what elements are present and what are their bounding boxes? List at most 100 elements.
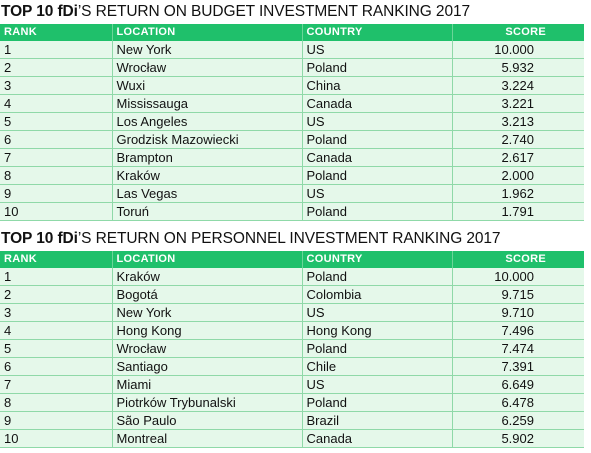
cell-rank: 10 — [0, 429, 112, 448]
header-score: SCORE — [451, 251, 584, 268]
cell-rank: 9 — [0, 411, 112, 430]
cell-rank: 10 — [0, 202, 112, 221]
cell-rank: 6 — [0, 130, 112, 149]
cell-location: Santiago — [111, 357, 302, 376]
table-row: 8 Kraków Poland 2.000 — [0, 166, 584, 185]
cell-location: Wrocław — [111, 339, 302, 358]
cell-location: Bogotá — [111, 285, 302, 304]
table-row: 6 Grodzisk Mazowiecki Poland 2.740 — [0, 130, 584, 149]
cell-country: Poland — [301, 166, 452, 185]
cell-rank: 7 — [0, 375, 112, 394]
table-header-row: RANK LOCATION COUNTRY SCORE — [0, 24, 584, 41]
table-row: 2 Wrocław Poland 5.932 — [0, 58, 584, 77]
cell-country: Hong Kong — [301, 321, 452, 340]
cell-location: Wuxi — [111, 76, 302, 95]
cell-country: Poland — [301, 130, 452, 149]
cell-location: Los Angeles — [111, 112, 302, 131]
cell-score: 2.000 — [451, 166, 584, 185]
cell-country: Canada — [301, 94, 452, 113]
cell-country: US — [301, 303, 452, 322]
table-row: 5 Wrocław Poland 7.474 — [0, 339, 584, 358]
cell-location: Hong Kong — [111, 321, 302, 340]
header-country: COUNTRY — [301, 251, 452, 268]
table-row: 7 Miami US 6.649 — [0, 375, 584, 394]
cell-rank: 6 — [0, 357, 112, 376]
table-row: 5 Los Angeles US 3.213 — [0, 112, 584, 131]
header-location: LOCATION — [111, 24, 302, 41]
cell-country: US — [301, 41, 452, 59]
table-row: 8 Piotrków Trybunalski Poland 6.478 — [0, 393, 584, 412]
cell-score: 2.617 — [451, 148, 584, 167]
personnel-ranking-table: RANK LOCATION COUNTRY SCORE 1 Kraków Polan… — [0, 251, 584, 448]
header-score: SCORE — [451, 24, 584, 41]
cell-location: Las Vegas — [111, 184, 302, 203]
cell-rank: 2 — [0, 285, 112, 304]
cell-rank: 8 — [0, 166, 112, 185]
cell-rank: 4 — [0, 321, 112, 340]
cell-score: 6.259 — [451, 411, 584, 430]
cell-score: 5.932 — [451, 58, 584, 77]
cell-score: 7.391 — [451, 357, 584, 376]
cell-location: Montreal — [111, 429, 302, 448]
cell-score: 6.649 — [451, 375, 584, 394]
cell-score: 10.000 — [451, 268, 584, 286]
cell-country: Colombia — [301, 285, 452, 304]
table-row: 9 São Paulo Brazil 6.259 — [0, 411, 584, 430]
cell-rank: 9 — [0, 184, 112, 203]
cell-country: Poland — [301, 58, 452, 77]
cell-rank: 4 — [0, 94, 112, 113]
cell-score: 9.710 — [451, 303, 584, 322]
cell-score: 5.902 — [451, 429, 584, 448]
cell-location: Kraków — [111, 166, 302, 185]
cell-location: Wrocław — [111, 58, 302, 77]
cell-location: Kraków — [111, 268, 302, 286]
cell-score: 7.496 — [451, 321, 584, 340]
cell-rank: 1 — [0, 41, 112, 59]
personnel-table-body: 1 Kraków Poland 10.000 2 Bogotá Colombia 9.715 3… — [0, 268, 584, 448]
table-row: 2 Bogotá Colombia 9.715 — [0, 285, 584, 304]
cell-rank: 3 — [0, 76, 112, 95]
cell-rank: 8 — [0, 393, 112, 412]
cell-country: Brazil — [301, 411, 452, 430]
cell-rank: 3 — [0, 303, 112, 322]
table-row: 4 Mississauga Canada 3.221 — [0, 94, 584, 113]
table-header-row: RANK LOCATION COUNTRY SCORE — [0, 251, 584, 268]
cell-location: São Paulo — [111, 411, 302, 430]
cell-score: 3.224 — [451, 76, 584, 95]
cell-location: New York — [111, 303, 302, 322]
cell-location: Brampton — [111, 148, 302, 167]
budget-title-bold: TOP 10 fDi — [1, 3, 78, 20]
cell-score: 2.740 — [451, 130, 584, 149]
cell-country: Chile — [301, 357, 452, 376]
cell-score: 7.474 — [451, 339, 584, 358]
cell-country: Canada — [301, 148, 452, 167]
budget-ranking-title: TOP 10 fDi’S RETURN ON BUDGET INVESTMENT… — [0, 0, 591, 24]
table-row: 1 Kraków Poland 10.000 — [0, 268, 584, 286]
cell-score: 10.000 — [451, 41, 584, 59]
budget-ranking-section: TOP 10 fDi’S RETURN ON BUDGET INVESTMENT… — [0, 0, 591, 221]
cell-score: 9.715 — [451, 285, 584, 304]
cell-rank: 5 — [0, 339, 112, 358]
header-rank: RANK — [4, 26, 37, 38]
cell-score: 3.221 — [451, 94, 584, 113]
header-country: COUNTRY — [301, 24, 452, 41]
personnel-title-rest: ’S RETURN ON PERSONNEL INVESTMENT RANKIN… — [77, 230, 501, 247]
cell-location: Mississauga — [111, 94, 302, 113]
cell-score: 1.962 — [451, 184, 584, 203]
personnel-title-bold: TOP 10 fDi — [1, 230, 78, 247]
table-row: 7 Brampton Canada 2.617 — [0, 148, 584, 167]
cell-location: New York — [111, 41, 302, 59]
budget-ranking-table: RANK LOCATION COUNTRY SCORE 1 New York US 1… — [0, 24, 584, 221]
cell-location: Miami — [111, 375, 302, 394]
cell-country: US — [301, 184, 452, 203]
table-row: 1 New York US 10.000 — [0, 41, 584, 59]
table-row: 4 Hong Kong Hong Kong 7.496 — [0, 321, 584, 340]
cell-rank: 1 — [0, 268, 112, 286]
budget-table-body: 1 New York US 10.000 2 Wrocław Poland 5.932 3 Wux… — [0, 41, 584, 221]
cell-country: Poland — [301, 202, 452, 221]
header-location: LOCATION — [111, 251, 302, 268]
cell-rank: 7 — [0, 148, 112, 167]
cell-country: Canada — [301, 429, 452, 448]
table-row: 3 New York US 9.710 — [0, 303, 584, 322]
cell-rank: 2 — [0, 58, 112, 77]
